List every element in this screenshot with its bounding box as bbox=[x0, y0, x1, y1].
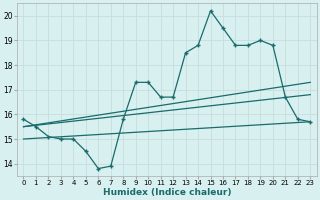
X-axis label: Humidex (Indice chaleur): Humidex (Indice chaleur) bbox=[103, 188, 231, 197]
